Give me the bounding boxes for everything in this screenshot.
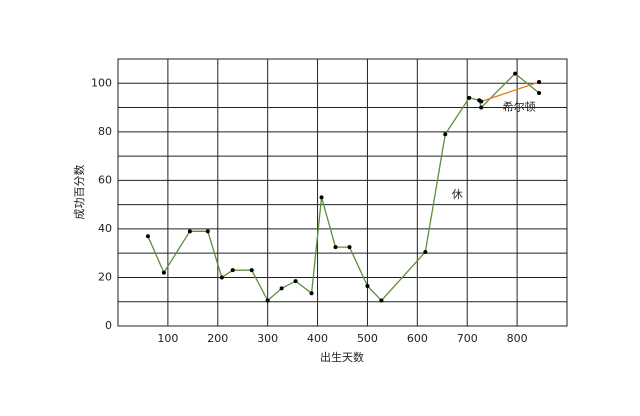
series-line (480, 81, 540, 103)
annotation: 休 (452, 188, 463, 201)
data-point (249, 268, 254, 273)
x-tick-label: 300 (257, 332, 278, 345)
data-point (513, 71, 518, 76)
data-point (423, 249, 428, 254)
data-point (479, 105, 484, 110)
x-tick-label: 400 (307, 332, 328, 345)
data-point (187, 229, 192, 234)
data-point (265, 298, 270, 303)
y-axis-label: 成功百分数 (73, 165, 86, 220)
data-point (479, 99, 484, 104)
x-tick-label: 500 (357, 332, 378, 345)
data-point (293, 279, 298, 284)
plot-frame (117, 58, 568, 327)
data-point (219, 275, 224, 280)
data-point (443, 132, 448, 137)
data-point (537, 80, 542, 85)
y-tick-label: 20 (98, 270, 112, 283)
data-point (347, 245, 352, 250)
data-point (205, 229, 210, 234)
x-tick-label: 600 (407, 332, 428, 345)
data-point (319, 195, 324, 200)
x-axis-label: 出生天数 (320, 350, 364, 364)
data-point (467, 95, 472, 100)
annotation: 希尔顿 (503, 100, 536, 114)
data-point (145, 234, 150, 239)
data-point (161, 270, 166, 275)
data-point (537, 90, 542, 95)
data-point (365, 283, 370, 288)
x-tick-label: 700 (457, 332, 478, 345)
y-tick-label: 80 (98, 125, 112, 138)
data-point (333, 245, 338, 250)
x-tick-label: 800 (507, 332, 528, 345)
data-point (379, 298, 384, 303)
y-tick-label: 40 (98, 222, 112, 235)
x-tick-label: 200 (207, 332, 228, 345)
x-tick-label: 100 (157, 332, 178, 345)
y-tick-label: 0 (105, 319, 112, 332)
data-point (279, 286, 284, 291)
data-point (230, 268, 235, 273)
y-tick-label: 100 (91, 76, 112, 89)
data-point (309, 291, 314, 296)
y-tick-label: 60 (98, 173, 112, 186)
